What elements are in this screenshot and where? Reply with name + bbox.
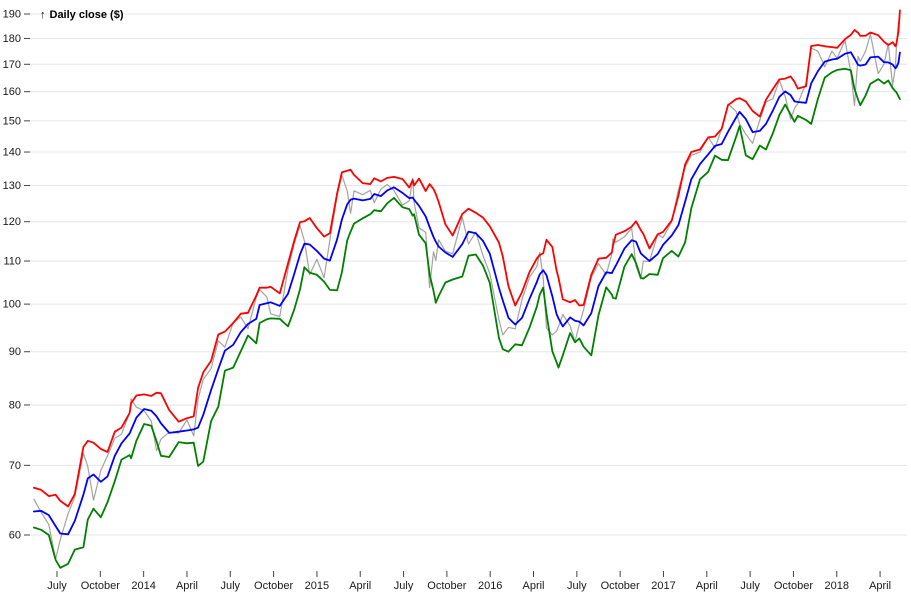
y-tick-label: 190 xyxy=(3,9,21,21)
x-tick-label: April xyxy=(523,580,545,592)
bollinger-upper-line xyxy=(33,9,901,508)
y-tick-label: 70 xyxy=(9,460,21,472)
y-tick-label: 170 xyxy=(3,59,21,71)
x-tick-label: July xyxy=(740,580,760,592)
y-tick-label: 160 xyxy=(3,86,21,98)
x-tick-label: 2016 xyxy=(478,580,502,592)
y-tick-label: 60 xyxy=(9,530,21,542)
y-tick-label: 100 xyxy=(3,299,21,311)
x-tick-label: April xyxy=(696,580,718,592)
y-tick-label: 150 xyxy=(3,115,21,127)
series-lines xyxy=(33,9,901,569)
y-tick-label: 90 xyxy=(9,346,21,358)
x-tick-label: April xyxy=(176,580,198,592)
y-axis-title-text: Daily close ($) xyxy=(50,9,124,21)
x-tick-label: October xyxy=(81,580,120,592)
x-tick-label: October xyxy=(427,580,466,592)
x-tick-label: October xyxy=(254,580,293,592)
daily-close-line xyxy=(33,16,901,560)
x-tick-label: July xyxy=(394,580,414,592)
x-tick-label: October xyxy=(601,580,640,592)
bollinger-lower-line xyxy=(33,67,901,569)
y-tick-label: 110 xyxy=(3,256,21,268)
x-axis: July October 2014 April July October 2015 April… xyxy=(47,571,891,592)
y-tick-label: 180 xyxy=(3,33,21,45)
y-tick-label: 120 xyxy=(3,216,21,228)
x-tick-label: 2017 xyxy=(651,580,675,592)
x-tick-label: April xyxy=(349,580,371,592)
gridlines xyxy=(30,13,907,536)
y-tick-label: 80 xyxy=(9,399,21,411)
y-axis: 60 70 80 90 100 110 120 130 140 150 160 170 180 190 xyxy=(3,9,30,542)
x-tick-label: 2018 xyxy=(825,580,849,592)
x-tick-label: July xyxy=(220,580,240,592)
x-tick-label: October xyxy=(774,580,813,592)
x-tick-label: 2015 xyxy=(305,580,329,592)
x-tick-label: July xyxy=(567,580,587,592)
x-tick-label: July xyxy=(47,580,67,592)
x-tick-label: 2014 xyxy=(131,580,155,592)
x-tick-label: April xyxy=(869,580,891,592)
bollinger-middle-line xyxy=(33,51,901,536)
y-tick-label: 140 xyxy=(3,147,21,159)
y-tick-label: 130 xyxy=(3,180,21,192)
up-arrow-icon: ↑ xyxy=(40,9,46,21)
y-axis-title: ↑ Daily close ($) xyxy=(40,9,124,21)
